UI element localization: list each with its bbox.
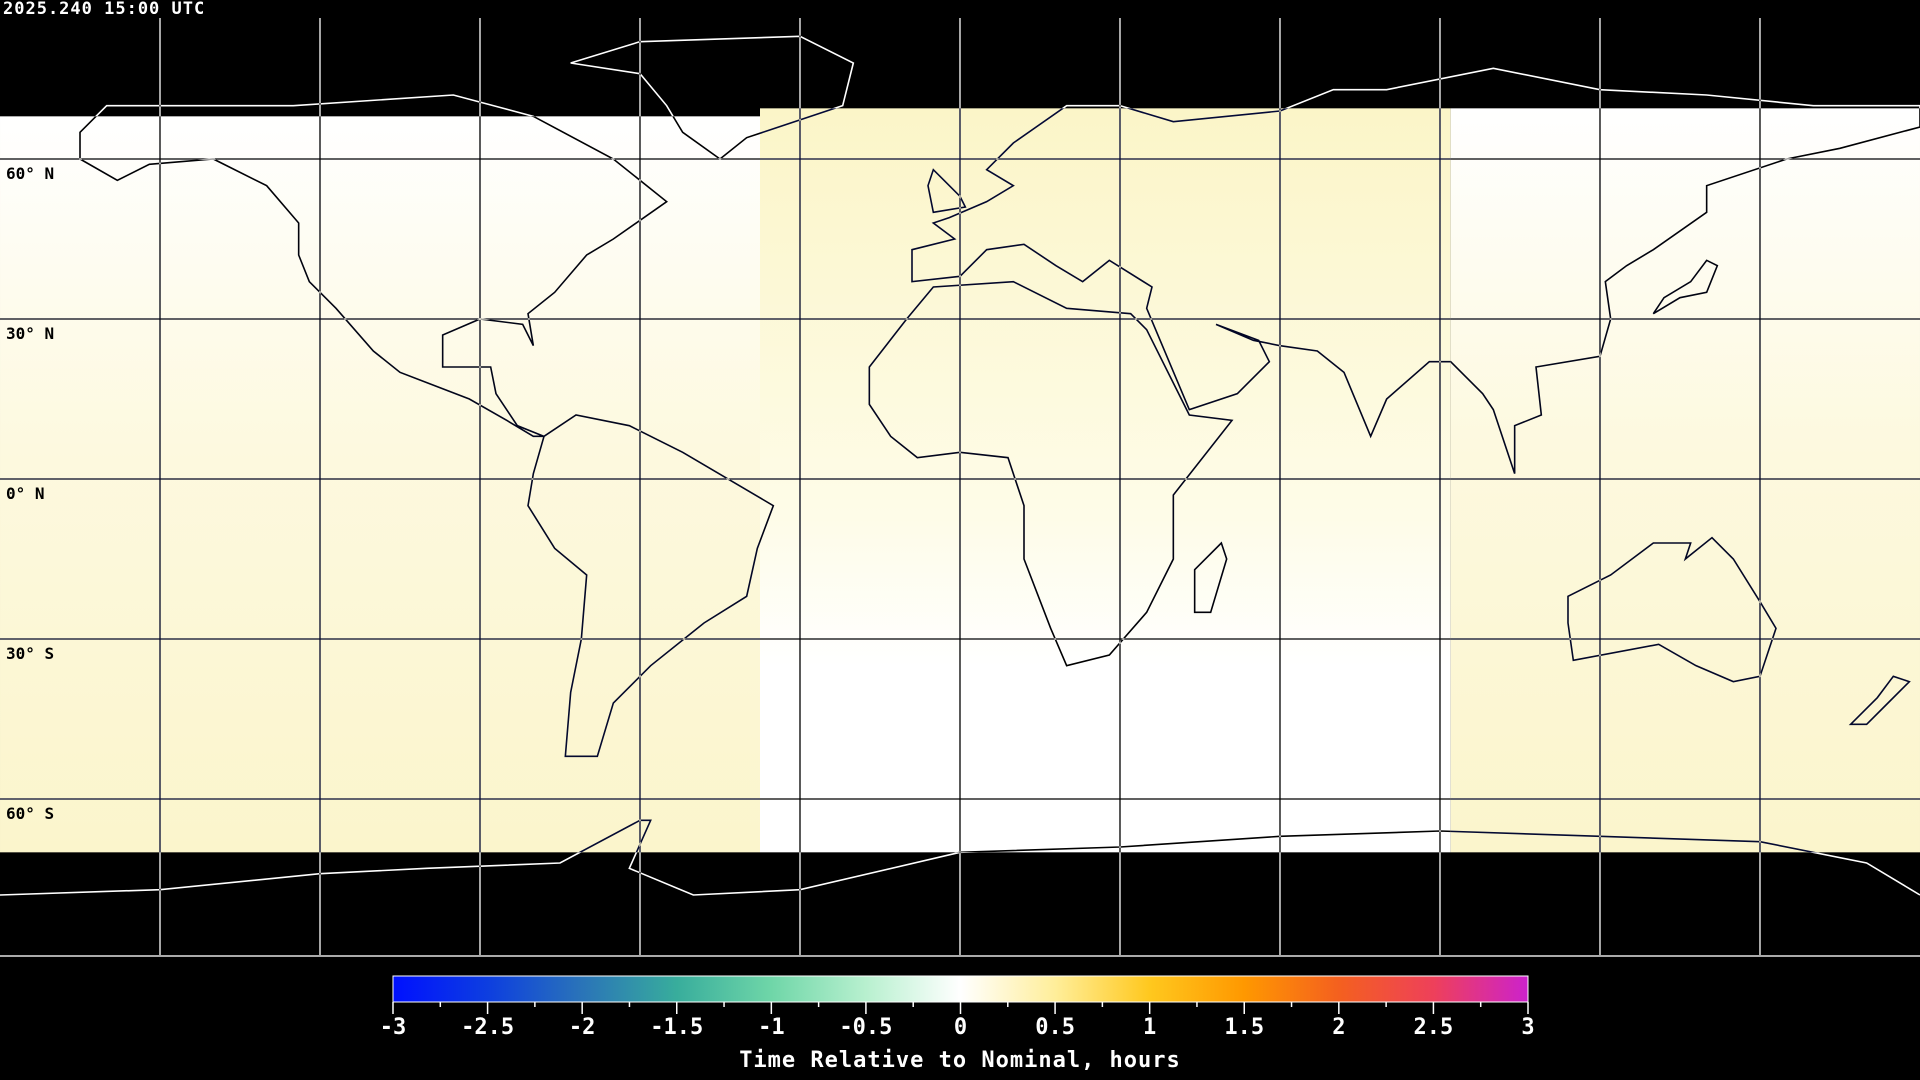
- coast-africa: [869, 282, 1232, 666]
- colorbar-ticks: -3 -2.5 -2 -1.5 -1 -0.5 0 0.5 1 1.5 2 2.5 3: [380, 1002, 1535, 1040]
- coast-uk: [928, 170, 965, 213]
- timestamp: 2025.240 15:00 UTC: [3, 0, 206, 19]
- lat-label-30n: 30° N: [6, 324, 55, 343]
- coast-japan: [1653, 260, 1717, 313]
- lat-label-60s: 60° S: [6, 804, 55, 823]
- colorbar-tick-label: 0: [954, 1015, 967, 1040]
- colorbar-gradient: [392, 975, 1529, 1003]
- coast-new-zealand: [1851, 676, 1910, 724]
- colorbar-tick-label: 1.5: [1224, 1015, 1264, 1040]
- lat-label-0n: 0° N: [6, 484, 45, 503]
- colorbar-tick-label: 2: [1332, 1015, 1345, 1040]
- colorbar-tick-label: 0.5: [1035, 1015, 1075, 1040]
- lat-label-30s: 30° S: [6, 644, 55, 663]
- colorbar-tick-label: 3: [1521, 1015, 1534, 1040]
- colorbar-tick-label: -1.5: [650, 1015, 703, 1040]
- graticule: [0, 18, 1920, 955]
- lat-label-60n: 60° N: [6, 164, 55, 183]
- colorbar-tick-label: 1: [1143, 1015, 1156, 1040]
- coastlines: [0, 36, 1920, 895]
- region-west: [0, 116, 761, 853]
- region-east: [1450, 108, 1920, 853]
- coast-greenland: [571, 36, 854, 159]
- coast-madagascar: [1195, 543, 1227, 612]
- colorbar-tick-label: 2.5: [1414, 1015, 1454, 1040]
- colorbar-tick-label: -2: [569, 1015, 596, 1040]
- colorbar-tick-label: -0.5: [839, 1015, 892, 1040]
- coast-antarctica: [0, 820, 1920, 895]
- colorbar-tick-label: -1: [758, 1015, 785, 1040]
- region-center: [760, 108, 1451, 853]
- data-regions: [0, 108, 1920, 853]
- coast-north-america: [80, 95, 667, 436]
- coast-australia: [1568, 538, 1776, 682]
- colorbar-tick-label: -3: [380, 1015, 407, 1040]
- coast-eurasia: [912, 68, 1920, 473]
- colorbar-title: Time Relative to Nominal, hours: [739, 1048, 1181, 1073]
- colorbar-tick-label: -2.5: [461, 1015, 514, 1040]
- coast-south-america: [528, 415, 773, 756]
